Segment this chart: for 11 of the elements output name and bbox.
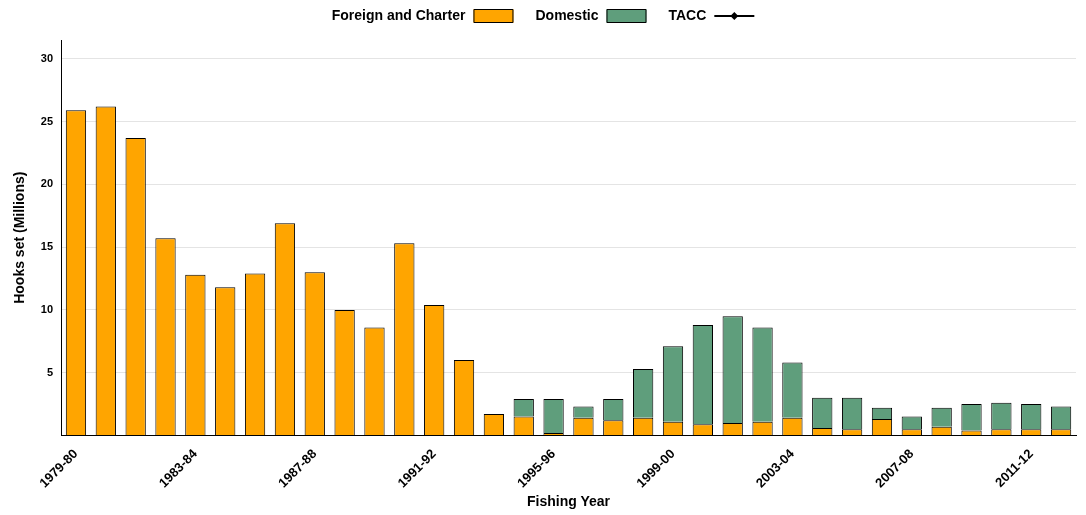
x-axis-title: Fishing Year <box>527 493 611 510</box>
y-tick-label: 30 <box>40 51 54 64</box>
y-tick-label: 5 <box>46 365 54 378</box>
y-tick-label: 15 <box>40 240 54 253</box>
y-tick-label: 20 <box>40 177 54 190</box>
legend-label: TACC <box>668 6 707 23</box>
legend-label: Domestic <box>535 6 599 23</box>
y-tick-label: 25 <box>40 114 54 127</box>
y-axis-title: Hooks set (Millions) <box>11 171 28 304</box>
legend-label: Foreign and Charter <box>331 6 467 23</box>
y-tick-label: 10 <box>40 302 54 315</box>
